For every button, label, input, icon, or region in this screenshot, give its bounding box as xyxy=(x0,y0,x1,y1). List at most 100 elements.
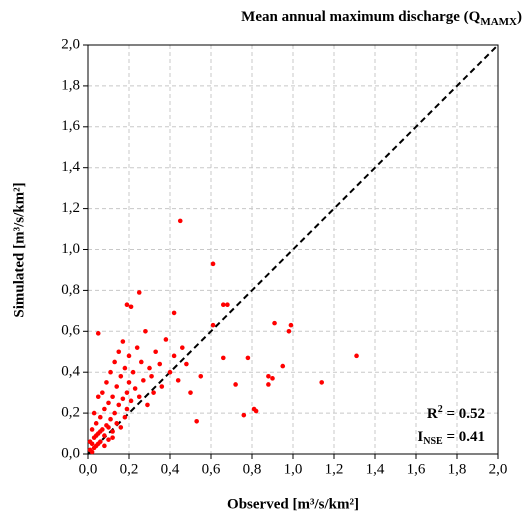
scatter-point xyxy=(106,437,111,442)
scatter-point xyxy=(108,416,113,422)
scatter-point xyxy=(106,425,111,430)
scatter-point xyxy=(91,410,97,416)
scatter-point xyxy=(110,435,115,440)
scatter-point xyxy=(266,373,271,379)
annotation: R2 = 0.52 xyxy=(427,404,485,422)
scatter-point xyxy=(354,353,359,359)
scatter-point xyxy=(106,400,111,406)
title-end: ) xyxy=(517,9,522,25)
scatter-point xyxy=(95,394,101,400)
scatter-point xyxy=(116,349,122,355)
x-tick-label: 1,0 xyxy=(284,461,303,477)
scatter-point xyxy=(280,363,286,369)
scatter-point xyxy=(112,359,117,365)
x-tick-label: 0,2 xyxy=(120,461,139,477)
scatter-point xyxy=(272,320,277,326)
scatter-point xyxy=(132,386,138,391)
x-tick-label: 1,6 xyxy=(407,461,426,477)
y-tick-label: 1,4 xyxy=(61,159,80,175)
y-tick-label: 1,8 xyxy=(61,77,80,93)
scatter-point xyxy=(319,380,325,385)
scatter-point xyxy=(171,353,177,359)
y-tick-label: 0,2 xyxy=(61,405,80,421)
scatter-point xyxy=(141,378,146,383)
scatter-point xyxy=(122,414,128,420)
scatter-point xyxy=(159,384,165,389)
y-tick-label: 2,0 xyxy=(61,36,80,52)
scatter-point xyxy=(157,361,163,367)
scatter-point xyxy=(233,382,238,387)
scatter-point xyxy=(175,378,181,383)
x-tick-label: 0,8 xyxy=(243,461,262,477)
scatter-point xyxy=(225,302,230,308)
scatter-point xyxy=(89,449,95,455)
scatter-point xyxy=(171,310,177,316)
scatter-point xyxy=(130,369,136,375)
scatter-point xyxy=(120,396,126,402)
scatter-point xyxy=(184,361,189,367)
scatter-point xyxy=(143,329,148,334)
x-tick-label: 0,0 xyxy=(79,461,98,477)
scatter-point xyxy=(147,365,152,371)
annotation: INSE = 0.41 xyxy=(417,429,485,447)
scatter-point xyxy=(108,369,113,375)
scatter-point xyxy=(93,421,99,426)
y-axis-label: Simulated [m³/s/km²] xyxy=(11,182,27,317)
x-tick-label: 0,4 xyxy=(161,461,180,477)
scatter-point xyxy=(167,369,173,375)
scatter-point xyxy=(95,441,101,447)
y-tick-label: 1,6 xyxy=(61,118,80,134)
y-tick-label: 1,2 xyxy=(61,200,80,216)
scatter-point xyxy=(151,390,156,395)
x-tick-label: 0,6 xyxy=(202,461,221,477)
scatter-point xyxy=(110,394,115,400)
scatter-point xyxy=(89,427,95,432)
title-main: Mean annual maximum discharge (Q xyxy=(241,9,481,25)
scatter-point xyxy=(95,331,101,336)
scatter-point xyxy=(241,412,247,418)
scatter-point xyxy=(114,421,119,426)
annotation-value: = 0.41 xyxy=(443,429,485,445)
scatter-point xyxy=(221,302,226,308)
scatter-point xyxy=(177,218,183,224)
scatter-point xyxy=(104,380,109,385)
scatter-point xyxy=(188,390,193,395)
scatter-point xyxy=(122,365,128,371)
scatter-point xyxy=(124,302,130,308)
scatter-point xyxy=(102,443,107,449)
scatter-point xyxy=(116,402,122,408)
x-tick-label: 1,4 xyxy=(366,461,385,477)
scatter-point xyxy=(163,337,169,342)
scatter-point xyxy=(270,376,275,381)
scatter-point xyxy=(266,382,271,387)
chart-title: Mean annual maximum discharge (QMAMX) xyxy=(241,9,522,27)
scatter-point xyxy=(253,408,259,414)
annotation-text: R xyxy=(427,406,438,422)
x-tick-label: 2,0 xyxy=(489,461,508,477)
scatter-point xyxy=(136,290,142,295)
scatter-point xyxy=(198,373,204,379)
scatter-point xyxy=(87,439,93,445)
scatter-point xyxy=(136,394,142,400)
y-tick-label: 1,0 xyxy=(61,241,80,257)
y-tick-label: 0,6 xyxy=(61,323,80,339)
scatter-point xyxy=(118,425,124,430)
scatter-point xyxy=(102,433,107,438)
scatter-point xyxy=(210,322,216,328)
scatter-point xyxy=(221,355,226,361)
scatter-point xyxy=(180,345,185,350)
scatter-point xyxy=(128,304,134,310)
annotation-value: = 0.52 xyxy=(443,406,485,422)
annotation-subscript: NSE xyxy=(423,436,443,447)
scatter-point xyxy=(145,402,150,408)
y-tick-label: 0,4 xyxy=(61,364,80,380)
scatter-point xyxy=(134,345,140,350)
scatter-point xyxy=(126,353,132,359)
x-axis-label: Observed [m³/s/km²] xyxy=(227,496,359,512)
scatter-point xyxy=(124,406,130,412)
y-tick-label: 0,8 xyxy=(61,282,80,298)
x-tick-label: 1,2 xyxy=(325,461,344,477)
scatter-point xyxy=(120,339,126,344)
title-subscript: MAMX xyxy=(480,16,517,28)
scatter-point xyxy=(100,390,105,395)
